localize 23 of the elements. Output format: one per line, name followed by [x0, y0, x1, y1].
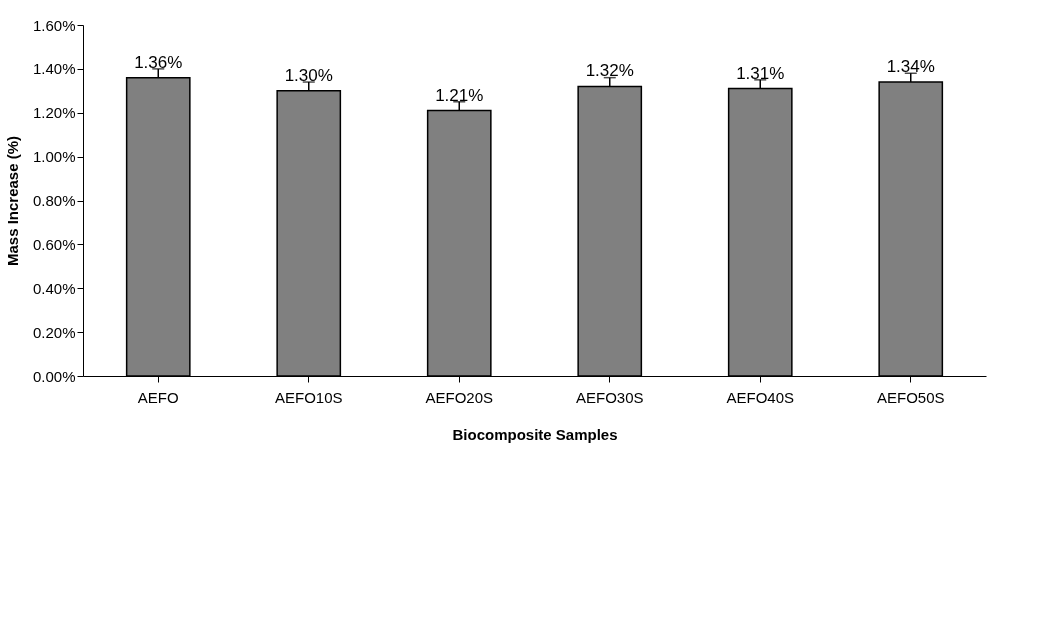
y-tick-label: 1.00% — [32, 148, 76, 166]
data-label: 1.31% — [736, 63, 785, 83]
y-tick-label: 0.00% — [32, 367, 76, 385]
y-tick-label: 1.20% — [32, 104, 76, 122]
data-label: 1.36% — [134, 52, 183, 72]
x-tick-label: AEFO40S — [726, 388, 795, 406]
data-label: 1.30% — [284, 65, 333, 85]
data-label: 1.34% — [886, 57, 935, 77]
x-tick-label: AEFO — [137, 388, 179, 406]
y-tick-label: 0.80% — [32, 192, 76, 209]
y-tick-label: 0.20% — [32, 323, 76, 341]
y-axis-title: Mass Increase (%) — [3, 135, 21, 267]
x-tick-label: AEFO20S — [425, 388, 494, 406]
x-tick-label: AEFO30S — [575, 388, 644, 406]
y-tick-label: 1.60% — [32, 16, 76, 34]
x-axis-title: Biocomposite Samples — [452, 425, 618, 443]
y-tick-label: 0.40% — [32, 279, 76, 297]
data-label: 1.32% — [585, 61, 634, 81]
y-tick-label: 0.60% — [32, 235, 76, 253]
x-tick-label: AEFO50S — [876, 388, 945, 406]
data-label: 1.21% — [435, 85, 484, 105]
x-tick-label: AEFO10S — [274, 388, 343, 406]
y-tick-label: 1.40% — [32, 60, 76, 78]
